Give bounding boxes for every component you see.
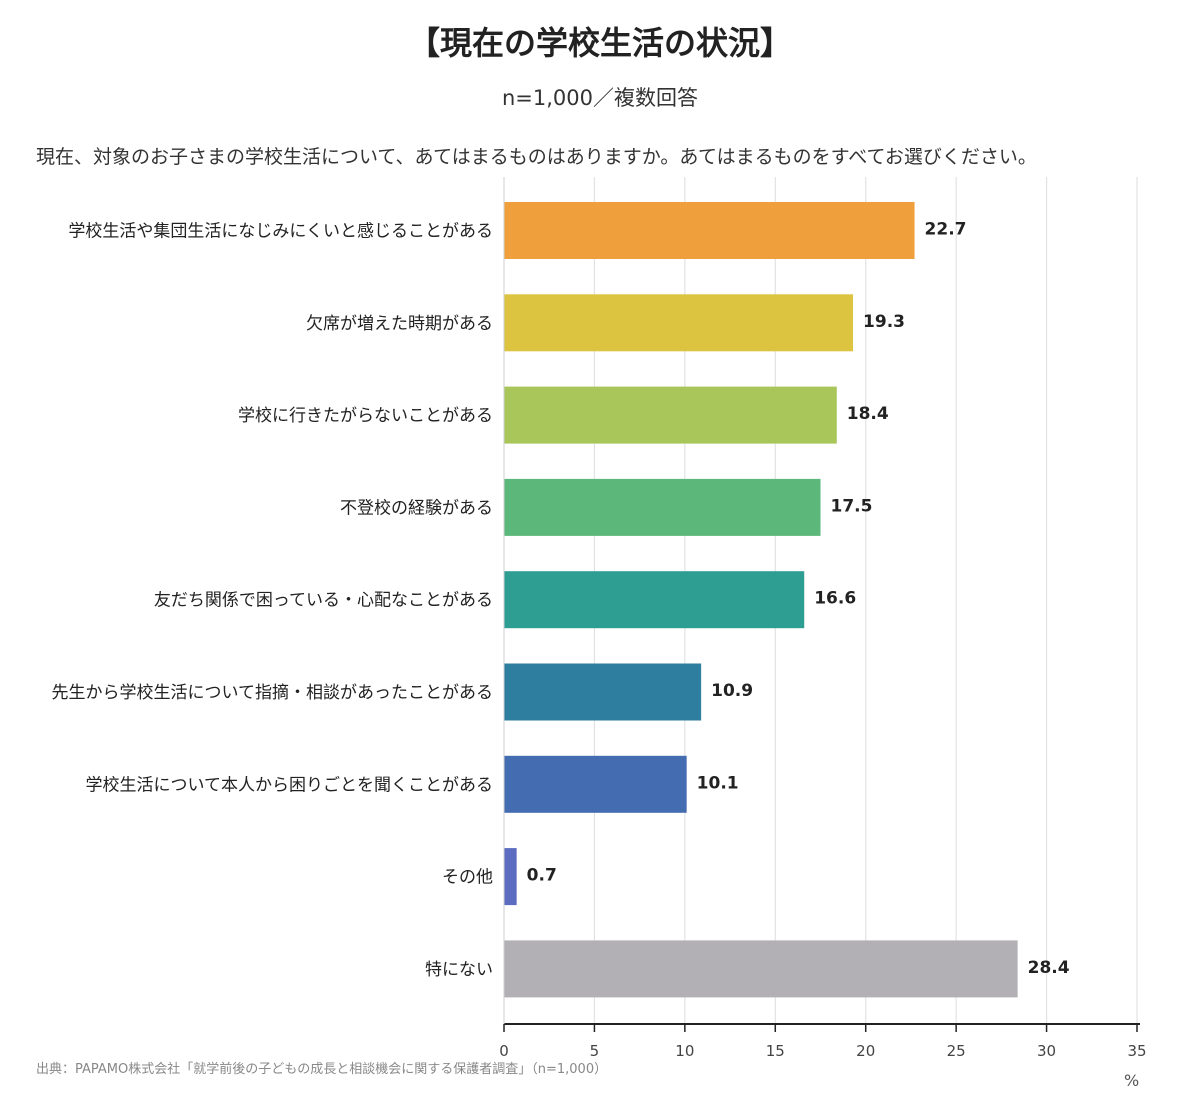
- chart-subtitle: n=1,000／複数回答: [501, 86, 699, 110]
- x-tick-label: 0: [499, 1042, 509, 1060]
- bars: [504, 202, 1018, 998]
- value-label: 18.4: [847, 404, 889, 424]
- value-label: 19.3: [863, 312, 905, 332]
- value-label: 0.7: [527, 866, 557, 886]
- bar: [504, 571, 805, 629]
- chart-title: 【現在の学校生活の状況】: [407, 24, 792, 62]
- category-label: 先生から学校生活について指摘・相談があったことがある: [52, 683, 494, 703]
- x-tick-label: 5: [590, 1042, 600, 1060]
- value-label: 16.6: [814, 589, 856, 609]
- value-label: 10.1: [697, 773, 739, 793]
- value-label: 10.9: [711, 681, 753, 701]
- category-label: その他: [442, 868, 493, 888]
- value-label: 28.4: [1028, 958, 1070, 978]
- category-labels: 学校生活や集団生活になじみにくいと感じることがある欠席が増えた時期がある学校に行…: [52, 222, 494, 980]
- x-tick-label: 25: [947, 1042, 966, 1060]
- bar: [504, 755, 687, 813]
- value-label: 22.7: [925, 220, 967, 240]
- unit-label: %: [1124, 1071, 1140, 1090]
- bar: [504, 848, 517, 906]
- category-label: 学校生活について本人から困りごとを聞くことがある: [86, 775, 494, 795]
- category-label: 学校に行きたがらないことがある: [238, 406, 493, 426]
- survey-question: 現在、対象のお子さまの学校生活について、あてはまるものはありますか。あてはまるも…: [36, 146, 1037, 168]
- x-tick-label: 10: [675, 1042, 694, 1060]
- x-tick-label: 35: [1127, 1042, 1146, 1060]
- value-labels: 22.7 19.3 18.4 17.5 16.6 10.9 10.1 0.7 28.4: [527, 220, 1070, 978]
- bar: [504, 940, 1018, 998]
- bar: [504, 663, 702, 721]
- x-tick-label: 15: [766, 1042, 785, 1060]
- category-label: 友だち関係で困っている・心配なことがある: [154, 591, 493, 611]
- source-note: 出典：PAPAMO株式会社「就学前後の子どもの成長と相談機会に関する保護者調査」…: [36, 1062, 608, 1077]
- category-label: 欠席が増えた時期がある: [306, 314, 493, 334]
- x-tick-label: 30: [1037, 1042, 1056, 1060]
- value-label: 17.5: [831, 496, 873, 516]
- x-tick-label: 20: [856, 1042, 875, 1060]
- x-axis: 0 5 10 15 20 25 30 35: [499, 177, 1147, 1060]
- category-label: 特にない: [425, 960, 493, 980]
- bar: [504, 294, 854, 352]
- category-label: 学校生活や集団生活になじみにくいと感じることがある: [68, 222, 493, 242]
- category-label: 不登校の経験がある: [340, 498, 493, 518]
- bar: [504, 478, 821, 536]
- bar: [504, 202, 915, 259]
- bar: [504, 386, 837, 444]
